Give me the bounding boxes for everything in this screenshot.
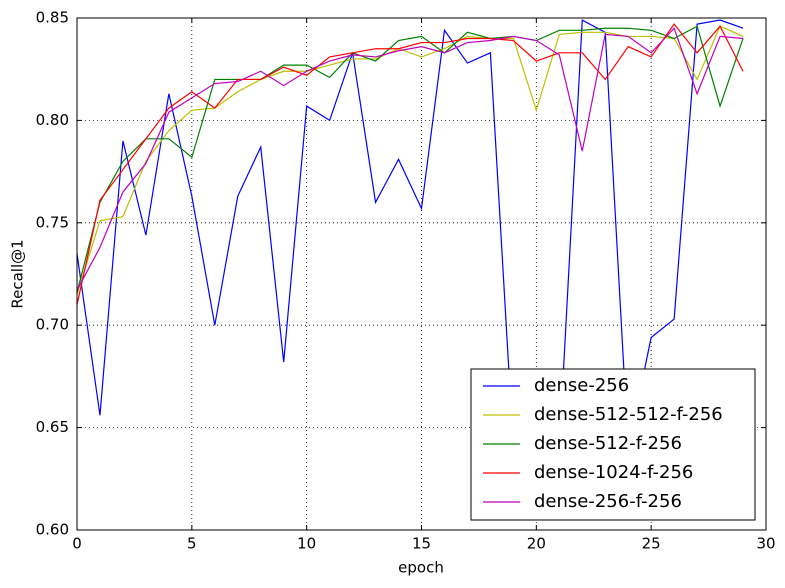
legend-label: dense-256 bbox=[534, 375, 629, 396]
x-tick-label: 0 bbox=[72, 535, 82, 553]
x-tick-label: 20 bbox=[527, 535, 546, 553]
series-line bbox=[77, 27, 744, 291]
x-axis-label: epoch bbox=[398, 559, 444, 577]
legend-label: dense-512-f-256 bbox=[534, 433, 682, 454]
legend-label: dense-256-f-256 bbox=[534, 491, 682, 512]
x-tick-label: 5 bbox=[187, 535, 197, 553]
legend-label: dense-512-512-f-256 bbox=[534, 404, 723, 425]
series-line bbox=[77, 23, 744, 305]
x-tick-label: 10 bbox=[297, 535, 316, 553]
y-tick-label: 0.85 bbox=[36, 9, 69, 27]
y-axis-label: Recall@1 bbox=[9, 239, 27, 308]
y-tick-label: 0.75 bbox=[36, 213, 69, 231]
series-line bbox=[77, 25, 744, 293]
x-tick-label: 25 bbox=[642, 535, 661, 553]
plot-frame bbox=[76, 17, 767, 531]
x-tick-label: 30 bbox=[756, 535, 775, 553]
y-tick-label: 0.70 bbox=[36, 316, 69, 334]
x-tick-label: 15 bbox=[412, 535, 431, 553]
y-tick-label: 0.65 bbox=[36, 418, 69, 436]
series-line bbox=[77, 25, 744, 295]
y-tick-label: 0.60 bbox=[36, 521, 69, 539]
legend-label: dense-1024-f-256 bbox=[534, 462, 693, 483]
y-tick-label: 0.80 bbox=[36, 111, 69, 129]
